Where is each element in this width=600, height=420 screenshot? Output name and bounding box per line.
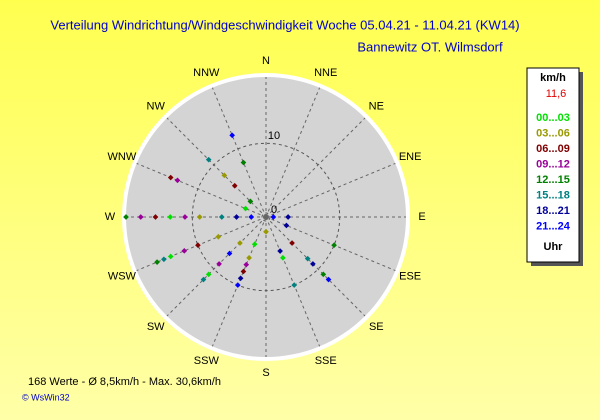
data-point: [243, 261, 250, 268]
direction-line: [166, 117, 267, 218]
chart-subtitle: Bannewitz OT. Wilmsdorf: [357, 39, 503, 54]
data-point: [167, 214, 174, 220]
direction-label: E: [418, 211, 425, 223]
data-point: [205, 271, 212, 278]
data-point: [196, 214, 203, 220]
data-point: [205, 156, 212, 163]
legend-entry: 15...18: [536, 189, 570, 201]
direction-line: [265, 87, 321, 218]
data-point: [167, 174, 174, 181]
data-point: [310, 261, 316, 267]
legend-entry: 00...03: [536, 112, 570, 124]
data-point: [248, 214, 255, 220]
data-point: [289, 240, 295, 246]
direction-label: NW: [147, 101, 166, 113]
direction-label: N: [262, 55, 270, 67]
data-point: [240, 268, 247, 275]
data-point: [325, 276, 332, 283]
data-point: [237, 240, 243, 246]
legend-entry: 09...12: [536, 158, 570, 170]
data-point: [234, 282, 241, 288]
data-point: [137, 214, 144, 220]
r-tick-label: 10: [268, 130, 280, 142]
data-point: [285, 214, 291, 220]
data-point: [226, 250, 233, 257]
legend-box: [526, 67, 580, 263]
direction-label: ENE: [399, 151, 422, 163]
data-point: [152, 214, 159, 220]
legend-entry: 03...06: [536, 127, 570, 139]
direction-label: NNE: [314, 67, 337, 79]
direction-line: [265, 216, 321, 347]
footer-stats: 168 Werte - Ø 8,5km/h - Max. 30,6km/h: [28, 376, 221, 388]
legend-entry: 18...21: [536, 205, 570, 217]
data-point: [240, 159, 247, 166]
direction-label: WNW: [108, 151, 137, 163]
data-point: [320, 271, 327, 278]
direction-line: [136, 162, 267, 218]
direction-label: SW: [147, 321, 165, 333]
data-point: [291, 282, 298, 288]
direction-label: W: [105, 211, 116, 223]
chart-title: Verteilung Windrichtung/Windgeschwindigk…: [50, 17, 519, 32]
copyright: © WsWin32: [22, 392, 70, 402]
direction-label: SE: [369, 321, 384, 333]
data-point: [280, 255, 286, 261]
direction-label: NNW: [193, 67, 220, 79]
data-point: [161, 256, 167, 263]
data-point: [174, 177, 181, 184]
direction-label: NE: [369, 101, 384, 113]
direction-line: [166, 216, 267, 317]
data-point: [304, 255, 311, 262]
grid-circle: [191, 142, 341, 292]
data-point: [167, 253, 174, 260]
data-point: [263, 228, 269, 235]
data-point: [216, 261, 222, 267]
data-point: [270, 214, 277, 220]
data-point: [182, 214, 188, 220]
direction-label: WSW: [108, 271, 137, 283]
data-point: [237, 275, 244, 282]
direction-label: ESE: [399, 271, 421, 283]
legend-footer: Uhr: [544, 241, 564, 253]
direction-label: SSW: [194, 355, 220, 367]
data-point: [123, 214, 129, 220]
data-point: [229, 132, 235, 139]
data-point: [221, 172, 228, 179]
legend-unit: km/h: [540, 72, 566, 84]
direction-line: [265, 216, 366, 317]
grid-circle: [261, 212, 271, 222]
data-point: [251, 241, 258, 248]
data-point: [218, 214, 225, 220]
data-point: [231, 182, 238, 189]
data-point: [181, 248, 188, 254]
direction-line: [211, 87, 267, 218]
data-point: [247, 198, 254, 205]
direction-line: [265, 162, 396, 218]
direction-label: SSE: [315, 355, 337, 367]
data-point: [277, 248, 283, 254]
direction-line: [265, 117, 366, 218]
direction-line: [265, 216, 396, 272]
direction-label: S: [262, 367, 269, 379]
data-point: [283, 222, 290, 229]
legend-entry: 21...24: [536, 220, 571, 232]
current-value: 11,6: [546, 88, 567, 100]
r-tick-label: 0: [271, 204, 277, 216]
data-point: [195, 242, 201, 249]
legend-entry: 12...15: [536, 174, 570, 186]
data-point: [242, 205, 249, 212]
data-point: [154, 259, 160, 265]
data-point: [233, 214, 240, 220]
data-point: [200, 276, 207, 283]
data-point: [215, 233, 222, 240]
data-point: [331, 242, 337, 249]
direction-line: [211, 216, 267, 347]
legend-entry: 06...09: [536, 143, 570, 155]
